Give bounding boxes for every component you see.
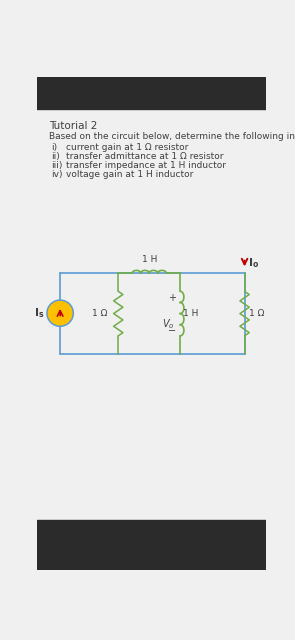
Text: $\mathbf{I_s}$: $\mathbf{I_s}$ [34,307,45,320]
Text: ii): ii) [52,152,60,161]
Text: 1 Ω: 1 Ω [92,309,107,318]
Text: 1 H: 1 H [142,255,157,264]
Text: Tutorial 2: Tutorial 2 [49,122,98,131]
Text: i): i) [52,143,58,152]
Text: 1 Ω: 1 Ω [249,309,265,318]
Text: 1 H: 1 H [183,309,199,318]
Text: iii): iii) [52,161,63,170]
Text: current gain at 1 Ω resistor: current gain at 1 Ω resistor [66,143,189,152]
Text: transfer impedance at 1 H inductor: transfer impedance at 1 H inductor [66,161,226,170]
Text: transfer admittance at 1 Ω resistor: transfer admittance at 1 Ω resistor [66,152,224,161]
Text: voltage gain at 1 H inductor: voltage gain at 1 H inductor [66,170,194,179]
Bar [37,77,266,109]
Text: iv): iv) [52,170,63,179]
Circle shape [47,300,73,326]
Text: $V_o$: $V_o$ [162,317,174,332]
Bar [37,520,266,570]
Bar [37,109,266,520]
Text: +: + [168,293,176,303]
Text: $\mathbf{I_o}$: $\mathbf{I_o}$ [248,257,260,271]
Text: Based on the circuit below, determine the following in S domain: Based on the circuit below, determine th… [49,132,295,141]
Text: −: − [168,326,176,335]
